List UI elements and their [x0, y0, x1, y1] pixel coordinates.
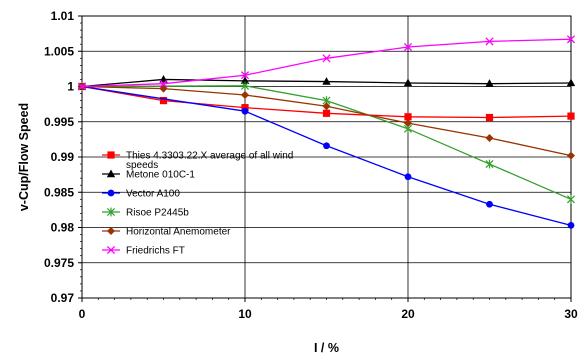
data-point — [486, 200, 493, 208]
series-line — [81, 85, 572, 227]
legend-item: Risoe P2445b — [102, 208, 189, 219]
legend-label: Risoe P2445b — [126, 208, 189, 219]
legend-swatch-marker — [107, 189, 115, 197]
data-point — [485, 159, 494, 169]
y-tick-label: 0.98 — [51, 221, 75, 235]
y-tick-label: 1 — [67, 80, 74, 94]
data-point — [322, 109, 331, 117]
data-point — [485, 133, 494, 142]
data-point — [240, 71, 250, 80]
data-point — [567, 221, 575, 229]
data-point — [404, 119, 412, 128]
data-point — [485, 37, 494, 46]
legend-label: Metone 010C-1 — [126, 170, 195, 181]
x-tick-label: 0 — [79, 307, 86, 321]
y-tick-label: 0.97 — [51, 291, 75, 305]
marker-stroke — [77, 82, 87, 91]
y-axis-title: v-Cup/Flow Speed — [17, 103, 31, 211]
series-5 — [77, 35, 576, 91]
series-1 — [77, 74, 576, 90]
legend-label: Thies 4.3303.22.X average of all wind — [126, 151, 293, 162]
series-layer — [77, 35, 576, 229]
marker-stroke — [485, 37, 494, 46]
y-tick-label: 0.995 — [44, 115, 74, 129]
y-tick-label: 0.975 — [44, 256, 74, 270]
y-tick-label: 1.01 — [51, 9, 75, 23]
data-point — [404, 173, 412, 181]
data-point — [403, 42, 413, 52]
legend-swatch-marker — [106, 207, 116, 217]
x-tick-label: 10 — [238, 307, 252, 321]
y-tick-label: 1.005 — [44, 44, 74, 58]
data-point — [322, 54, 331, 63]
x-tick-label: 30 — [564, 307, 578, 321]
legend-swatch-marker — [106, 169, 116, 178]
marker-stroke — [159, 79, 168, 88]
legend-label: Friedrichs FT — [126, 246, 185, 257]
data-point — [323, 142, 330, 150]
marker-stroke — [566, 35, 576, 44]
marker-stroke — [403, 42, 413, 52]
marker-stroke — [240, 71, 250, 80]
legend-item: Vector A100 — [102, 189, 180, 200]
data-point — [241, 90, 249, 99]
data-point — [567, 151, 575, 160]
data-point — [567, 112, 575, 120]
data-point — [566, 194, 576, 204]
data-point — [322, 77, 331, 85]
data-point — [241, 107, 249, 115]
marker-stroke — [106, 245, 116, 255]
data-point — [566, 78, 576, 87]
marker-stroke — [322, 54, 331, 63]
x-tick-label: 20 — [401, 307, 415, 321]
data-point — [485, 79, 494, 87]
data-point — [241, 104, 249, 112]
data-point — [159, 79, 168, 88]
legend-item: Horizontal Anemometer — [102, 227, 231, 238]
axis-layer: 0.97 0.975 0.98 0.985 0.99 0.995 1 1.005 1.01 0 10… — [44, 9, 578, 321]
data-point — [403, 78, 413, 87]
legend-swatch-marker — [106, 245, 116, 255]
data-point — [240, 76, 250, 85]
data-point — [566, 35, 576, 44]
legend-label: speeds — [126, 160, 158, 171]
data-point — [159, 84, 168, 93]
legend-swatch-marker — [107, 151, 115, 159]
data-point — [240, 81, 250, 91]
data-point — [485, 113, 494, 122]
legend-item: Thies 4.3303.22.X average of all windspe… — [102, 151, 293, 171]
data-point — [404, 113, 412, 121]
y-tick-label: 0.985 — [44, 185, 74, 199]
x-axis-title: I / % — [314, 341, 339, 355]
legend-label: Vector A100 — [126, 189, 180, 200]
legend: Thies 4.3303.22.X average of all windspe… — [102, 151, 293, 257]
legend-item: Metone 010C-1 — [102, 169, 195, 181]
y-tick-label: 0.99 — [51, 150, 75, 164]
data-point — [77, 82, 87, 91]
legend-label: Horizontal Anemometer — [126, 227, 231, 238]
legend-swatch-marker — [107, 227, 115, 235]
data-point — [322, 102, 331, 111]
data-point — [159, 97, 168, 105]
legend-item: Friedrichs FT — [102, 246, 185, 257]
